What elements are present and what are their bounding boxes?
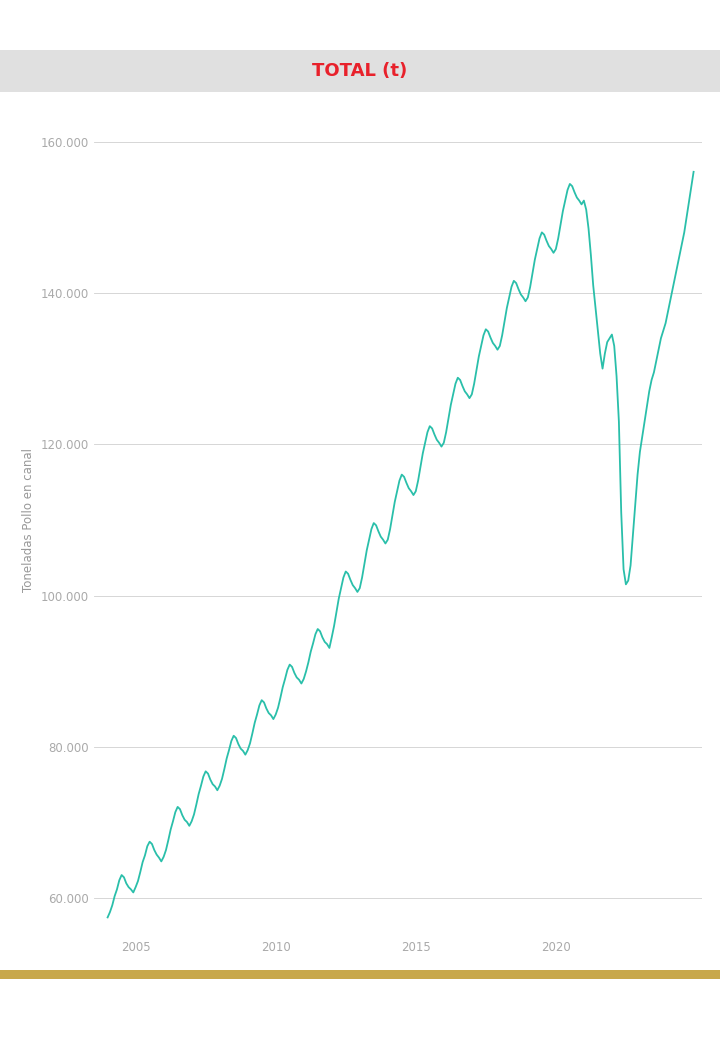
- Text: TOTAL (t): TOTAL (t): [312, 61, 408, 80]
- Y-axis label: Toneladas Pollo en canal: Toneladas Pollo en canal: [22, 448, 35, 592]
